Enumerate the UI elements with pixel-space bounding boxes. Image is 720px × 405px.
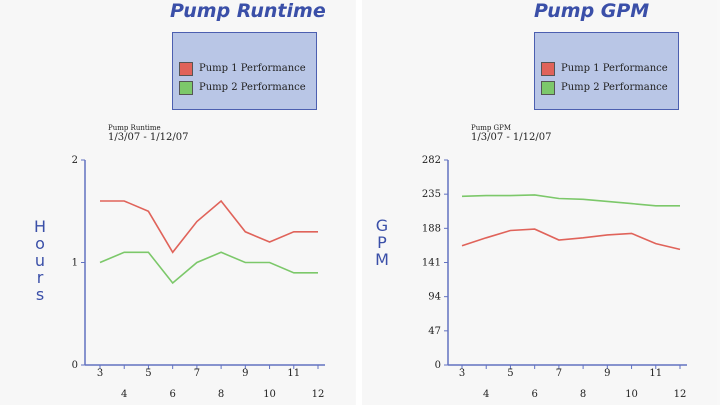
date-range: 1/3/07 - 1/12/07 <box>108 132 189 143</box>
chart-title: Pump Runtime <box>170 0 326 22</box>
x-tick-label: 3 <box>97 368 103 379</box>
series-line-pump-2 <box>99 251 318 285</box>
x-tick-label: 6 <box>531 389 537 400</box>
x-tick-label: 5 <box>145 368 151 379</box>
series-line-pump-1 <box>461 228 681 251</box>
y-tick-label: 94 <box>428 292 441 303</box>
x-tick-label: 5 <box>507 368 513 379</box>
chart-title: Pump GPM <box>534 0 650 22</box>
y-tick-label: 2 <box>72 155 78 166</box>
y-tick-label: 0 <box>72 360 78 371</box>
x-tick-label: 12 <box>312 389 325 400</box>
date-range: 1/3/07 - 1/12/07 <box>471 132 552 143</box>
y-axis-label-letter: G <box>375 216 389 235</box>
panel-divider <box>356 0 362 405</box>
gpm-chart-svg: 0 47 94 141 188 235 282 3 4 5 6 7 8 9 10 11 12 <box>422 155 687 400</box>
legend-swatch <box>179 62 193 76</box>
y-axis-label-letter: M <box>375 250 389 269</box>
y-tick-label: 235 <box>422 189 441 200</box>
series-line-pump-2 <box>461 194 680 207</box>
y-axis-label-letter: u <box>34 251 46 270</box>
legend-label: Pump 1 Performance <box>199 63 306 74</box>
x-tick-label: 4 <box>121 389 127 400</box>
legend-label: Pump 2 Performance <box>199 82 306 93</box>
y-axis-label-letter: P <box>377 233 387 252</box>
x-tick-label: 8 <box>218 389 224 400</box>
legend-swatch <box>179 81 193 95</box>
series-line-pump-1 <box>100 199 318 254</box>
x-tick-label: 4 <box>483 389 489 400</box>
x-tick-label: 11 <box>287 368 300 379</box>
x-tick-label: 7 <box>194 368 200 379</box>
chart-legend: Pump 1 Performance Pump 2 Performance <box>534 32 679 110</box>
y-tick-label: 1 <box>72 258 78 269</box>
x-tick-label: 11 <box>649 368 662 379</box>
x-tick-label: 7 <box>556 368 562 379</box>
chart-subtitle-block: Pump GPM 1/3/07 - 1/12/07 <box>471 124 551 144</box>
x-tick-label: 8 <box>580 389 586 400</box>
y-tick-label: 282 <box>422 155 441 166</box>
y-axis-label-letter: r <box>36 268 44 287</box>
x-tick-label: 6 <box>169 389 175 400</box>
y-tick-label: 47 <box>428 326 441 337</box>
chart-subtitle: Pump GPM <box>471 124 512 132</box>
runtime-chart-panel: Pump Runtime Pump 1 Performance Pump 2 P… <box>0 0 355 405</box>
x-tick-label: 12 <box>674 389 687 400</box>
x-tick-label: 9 <box>604 368 610 379</box>
y-axis-label-letter: H <box>33 217 47 236</box>
legend-label: Pump 1 Performance <box>561 63 668 74</box>
legend-label: Pump 2 Performance <box>561 82 668 93</box>
legend-swatch <box>541 62 555 76</box>
legend-swatch <box>541 81 555 95</box>
x-tick-label: 10 <box>263 389 276 400</box>
x-tick-label: 9 <box>242 368 248 379</box>
y-tick-label: 188 <box>422 223 441 234</box>
gpm-chart-panel: Pump GPM Pump 1 Performance Pump 2 Perfo… <box>362 0 717 405</box>
x-tick-label: 3 <box>459 368 465 379</box>
chart-subtitle-block: Pump Runtime 1/3/07 - 1/12/07 <box>108 124 188 144</box>
y-tick-label: 141 <box>422 258 441 269</box>
y-axis-label-letter: s <box>35 285 45 304</box>
chart-legend: Pump 1 Performance Pump 2 Performance <box>172 32 317 110</box>
x-tick-label: 10 <box>625 389 638 400</box>
chart-subtitle: Pump Runtime <box>108 124 161 132</box>
y-tick-label: 0 <box>435 360 441 371</box>
y-axis-label-letter: o <box>35 234 45 253</box>
